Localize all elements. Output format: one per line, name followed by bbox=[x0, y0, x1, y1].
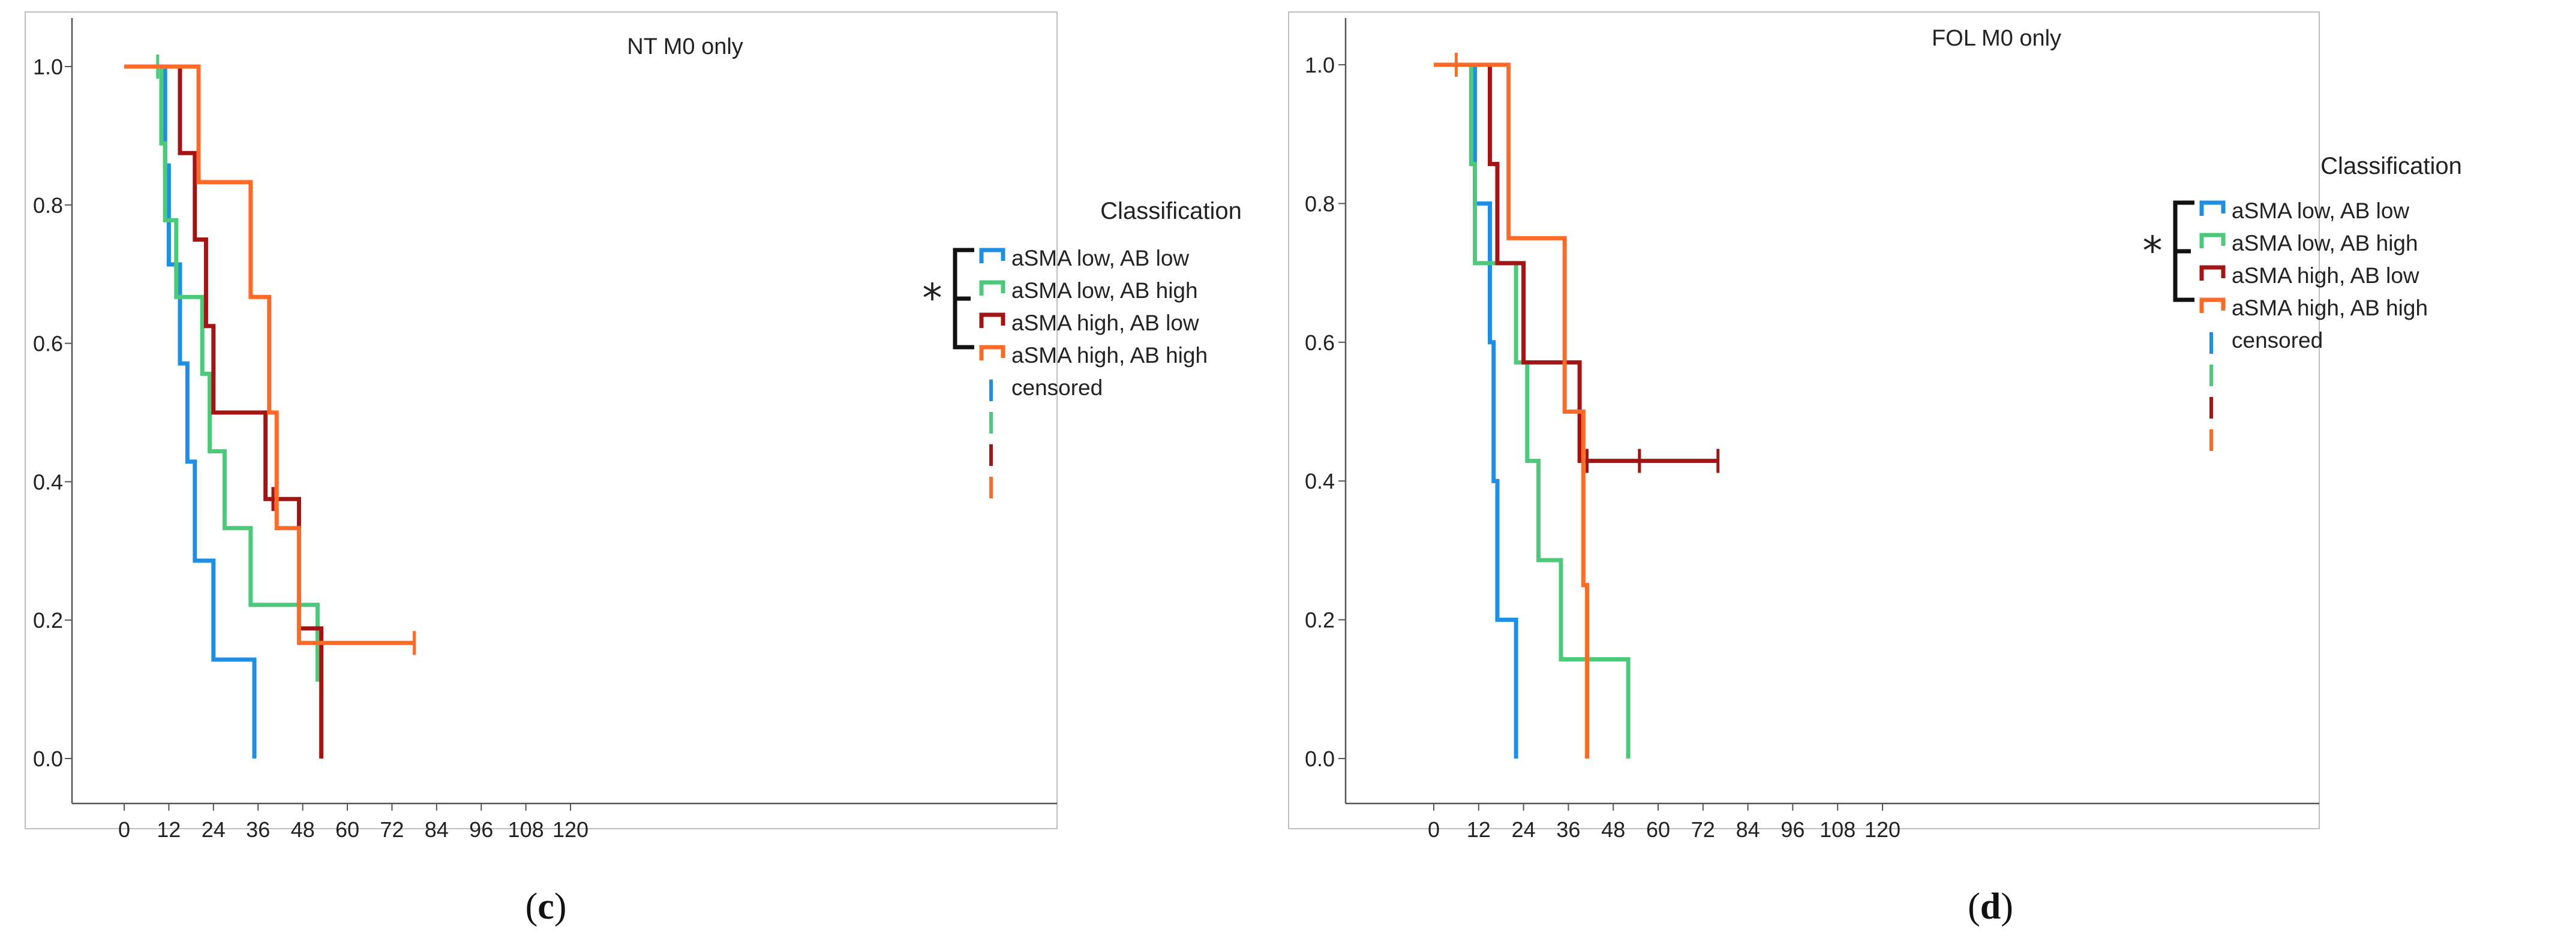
plot-frame bbox=[25, 11, 1058, 829]
x-tick-label: 60 bbox=[335, 817, 359, 842]
chart-title: NT M0 only bbox=[627, 34, 743, 59]
legend-swatch bbox=[2199, 265, 2226, 281]
x-tick-label: 48 bbox=[1601, 817, 1625, 842]
legend-swatch bbox=[979, 345, 1005, 360]
x-tick-label: 84 bbox=[1736, 817, 1760, 842]
y-tick-label: 0.8 bbox=[1305, 191, 1335, 216]
legend-item-label: aSMA high, AB high bbox=[2232, 296, 2428, 320]
x-tick-label: 24 bbox=[202, 817, 226, 842]
legend: Classification aSMA low, AB low aSMA low, … bbox=[923, 198, 1242, 498]
x-tick-label: 120 bbox=[553, 817, 589, 842]
significance-star: * bbox=[923, 275, 942, 321]
x-tick-label: 108 bbox=[508, 817, 544, 842]
legend-item-label: aSMA high, AB high bbox=[1011, 343, 1208, 368]
panel-caption: (d) bbox=[1968, 886, 2013, 927]
y-tick-label: 0.0 bbox=[1305, 747, 1335, 771]
km-curve-asma-low-ab-high bbox=[124, 64, 320, 682]
x-tick-label: 24 bbox=[1512, 817, 1536, 842]
legend-censored-label: censored bbox=[1011, 375, 1103, 400]
legend: Classification aSMA low, AB low aSMA low, … bbox=[2143, 153, 2462, 451]
km-curve-asma-high-ab-high bbox=[124, 64, 415, 645]
legend-swatch bbox=[2199, 297, 2226, 313]
x-tick-label: 96 bbox=[469, 817, 493, 842]
legend-swatch bbox=[979, 280, 1005, 296]
legend-swatch bbox=[2199, 200, 2226, 216]
x-tick-label: 0 bbox=[1428, 817, 1440, 842]
y-tick-label: 0.8 bbox=[33, 193, 63, 218]
y-tick-label: 1.0 bbox=[33, 55, 63, 79]
legend-swatch bbox=[2199, 233, 2226, 248]
x-tick-label: 108 bbox=[1820, 817, 1856, 842]
legend-title: Classification bbox=[2320, 153, 2462, 179]
x-tick-label: 84 bbox=[425, 817, 449, 842]
y-tick-label: 1.0 bbox=[1305, 53, 1335, 77]
y-tick-label: 0.4 bbox=[1305, 469, 1335, 493]
x-tick-label: 0 bbox=[118, 817, 130, 842]
x-tick-label: 60 bbox=[1646, 817, 1670, 842]
y-tick-label: 0.6 bbox=[1305, 330, 1335, 355]
legend-item-label: aSMA low, AB high bbox=[1011, 278, 1198, 303]
x-tick-label: 72 bbox=[380, 817, 404, 842]
y-tick-label: 0.2 bbox=[33, 608, 63, 633]
y-tick-label: 0.0 bbox=[33, 747, 63, 771]
chart-title: FOL M0 only bbox=[1932, 26, 2061, 51]
legend-swatch bbox=[979, 312, 1005, 328]
y-tick-label: 0.2 bbox=[1305, 608, 1335, 633]
x-tick-label: 36 bbox=[1556, 817, 1580, 842]
x-tick-label: 36 bbox=[246, 817, 270, 842]
significance-star: * bbox=[2143, 228, 2163, 274]
km-curve-asma-high-ab-high bbox=[1434, 62, 1590, 759]
chart-panel-c: 0 12 24 36 48 60 72 84 96 108 120 0.0 0.2 0.4 0.6 0.8 1.… bbox=[25, 11, 1242, 927]
x-tick-label: 120 bbox=[1865, 817, 1901, 842]
y-tick-label: 0.4 bbox=[33, 469, 63, 494]
legend-item-label: aSMA low, AB low bbox=[2232, 198, 2409, 223]
legend-title: Classification bbox=[1100, 198, 1242, 224]
panel-caption: (c) bbox=[526, 886, 567, 927]
x-tick-label: 12 bbox=[157, 817, 181, 842]
x-tick-label: 96 bbox=[1781, 817, 1805, 842]
legend-item-label: aSMA low, AB low bbox=[1011, 246, 1189, 270]
legend-item-label: aSMA high, AB low bbox=[1011, 311, 1199, 335]
y-tick-label: 0.6 bbox=[33, 332, 63, 356]
km-curve-asma-low-ab-low bbox=[124, 64, 257, 759]
legend-censored-label: censored bbox=[2232, 328, 2323, 353]
legend-item-label: aSMA low, AB high bbox=[2232, 231, 2418, 255]
x-tick-label: 12 bbox=[1467, 817, 1491, 842]
legend-item-label: aSMA high, AB low bbox=[2232, 263, 2419, 288]
x-tick-label: 72 bbox=[1691, 817, 1715, 842]
legend-swatch bbox=[979, 248, 1005, 263]
chart-panel-d: 0 12 24 36 48 60 72 84 96 108 120 0.0 0.2 0.4 0.6 0.8 1.… bbox=[1288, 11, 2462, 927]
x-tick-label: 48 bbox=[291, 817, 315, 842]
plot-frame bbox=[1288, 11, 2320, 829]
km-curve-asma-low-ab-low bbox=[1434, 62, 1518, 759]
